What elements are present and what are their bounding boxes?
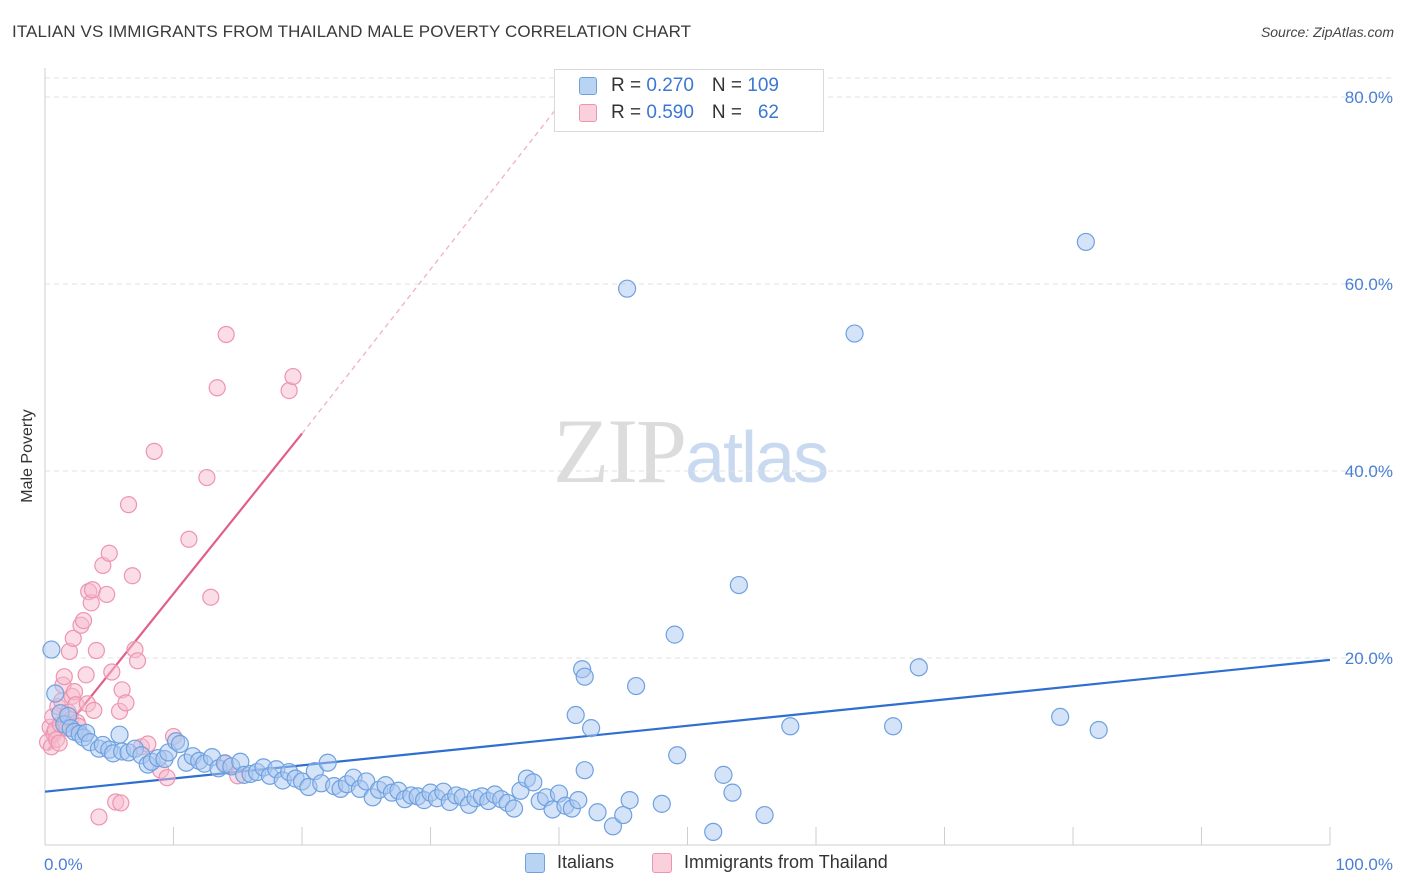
thailand-legend-swatch bbox=[652, 852, 672, 873]
thailand-trend-extension bbox=[301, 96, 566, 435]
italians-point-101 bbox=[781, 717, 800, 736]
watermark-atlas: atlas bbox=[685, 418, 829, 498]
italians-point-102 bbox=[883, 717, 903, 736]
watermark-zip: ZIP bbox=[553, 400, 687, 502]
italians-point-91 bbox=[588, 803, 607, 822]
thailand-r-value: 0.590 bbox=[646, 102, 694, 123]
legend-row-thailand: R = 0.590 N = 62 bbox=[579, 102, 779, 124]
italians-point-88 bbox=[569, 791, 588, 810]
y-tick-label-60: 60.0% bbox=[1345, 275, 1393, 294]
italians-points bbox=[42, 232, 1108, 842]
italians-point-1 bbox=[46, 684, 65, 703]
italians-point-100 bbox=[729, 575, 749, 595]
italians-point-94 bbox=[620, 791, 639, 810]
thailand-point-43 bbox=[123, 567, 141, 585]
italians-point-93 bbox=[614, 805, 633, 825]
y-tick-label-20: 20.0% bbox=[1345, 649, 1393, 668]
thailand-point-42 bbox=[119, 496, 138, 514]
thailand-point-31 bbox=[85, 701, 103, 719]
italians-point-97 bbox=[704, 822, 723, 842]
thailand-point-12 bbox=[55, 668, 73, 686]
source-label: Source: ZipAtlas.com bbox=[1260, 24, 1394, 40]
gridlines bbox=[45, 77, 1395, 659]
italians-point-106 bbox=[618, 279, 637, 298]
thailand-point-45 bbox=[128, 652, 147, 670]
italians-point-92 bbox=[603, 817, 623, 836]
thailand-point-33 bbox=[90, 808, 108, 826]
series-legend: Italians Immigrants from Thailand bbox=[0, 852, 1406, 876]
italians-point-114 bbox=[755, 805, 774, 825]
italians-point-99 bbox=[723, 783, 742, 802]
thailand-r-label: R = bbox=[611, 102, 647, 123]
thailand-point-60 bbox=[284, 367, 302, 386]
italians-point-90 bbox=[582, 719, 601, 738]
tick-labels: 20.0% 40.0% 60.0% 80.0% 0.0% 100.0% bbox=[44, 88, 1393, 874]
legend-row-italians: R = 0.270 N = 109 bbox=[579, 75, 779, 97]
trend-lines bbox=[44, 96, 1331, 793]
italians-point-113 bbox=[665, 625, 684, 644]
thailand-point-8 bbox=[50, 734, 68, 752]
thailand-point-50 bbox=[158, 769, 176, 787]
thailand-point-26 bbox=[77, 666, 95, 684]
y-tick-label-80: 80.0% bbox=[1345, 88, 1393, 107]
thailand-point-61 bbox=[112, 794, 130, 812]
italians-point-15 bbox=[110, 725, 129, 744]
italians-point-96 bbox=[668, 746, 687, 765]
italians-swatch bbox=[579, 77, 597, 95]
x-tick-label-100: 100.0% bbox=[1335, 855, 1393, 874]
italians-point-0 bbox=[42, 640, 61, 659]
italians-r-label: R = bbox=[611, 75, 647, 96]
thailand-point-52 bbox=[180, 530, 198, 548]
thailand-point-35 bbox=[98, 585, 116, 604]
italians-point-110 bbox=[575, 667, 594, 686]
italians-point-26 bbox=[170, 734, 190, 754]
axes bbox=[44, 68, 1331, 846]
italians-legend-swatch bbox=[525, 852, 545, 873]
y-tick-label-40: 40.0% bbox=[1345, 462, 1393, 481]
thailand-n-label: N = bbox=[711, 102, 748, 123]
italians-r-value: 0.270 bbox=[646, 75, 694, 96]
italians-point-95 bbox=[652, 794, 671, 813]
legend-item-italians[interactable]: Italians bbox=[525, 852, 614, 873]
italians-point-107 bbox=[845, 324, 864, 343]
thailand-point-37 bbox=[103, 663, 121, 681]
italians-point-112 bbox=[566, 705, 585, 725]
italians-point-111 bbox=[626, 676, 646, 696]
italians-point-108 bbox=[1076, 232, 1095, 252]
thailand-n-value: 62 bbox=[747, 102, 779, 123]
thailand-legend-label: Immigrants from Thailand bbox=[684, 852, 888, 872]
thailand-point-53 bbox=[198, 468, 216, 487]
italians-point-105 bbox=[1089, 720, 1108, 740]
thailand-point-56 bbox=[217, 325, 235, 344]
italians-legend-label: Italians bbox=[557, 852, 615, 872]
italians-point-81 bbox=[524, 773, 543, 792]
thailand-point-32 bbox=[87, 641, 106, 660]
italians-point-89 bbox=[575, 761, 594, 780]
watermark: ZIPatlas bbox=[553, 398, 829, 504]
x-tick-label-0: 0.0% bbox=[44, 855, 83, 874]
thailand-point-19 bbox=[64, 629, 82, 647]
correlation-legend: R = 0.270 N = 109 R = 0.590 N = 62 bbox=[554, 69, 824, 132]
thailand-point-25 bbox=[74, 611, 93, 630]
thailand-swatch bbox=[579, 104, 597, 122]
chart-title: ITALIAN VS IMMIGRANTS FROM THAILAND MALE… bbox=[12, 22, 692, 41]
italians-n-value: 109 bbox=[747, 75, 779, 96]
italians-point-49 bbox=[318, 753, 337, 772]
italians-point-98 bbox=[714, 765, 733, 784]
italians-point-103 bbox=[909, 658, 928, 677]
thailand-point-41 bbox=[117, 694, 135, 712]
thailand-point-48 bbox=[145, 442, 163, 460]
italians-n-label: N = bbox=[711, 75, 748, 96]
italians-point-78 bbox=[504, 799, 524, 818]
thailand-point-55 bbox=[208, 379, 226, 397]
thailand-point-36 bbox=[100, 544, 118, 562]
legend-item-thailand[interactable]: Immigrants from Thailand bbox=[652, 852, 888, 873]
thailand-point-54 bbox=[202, 588, 220, 606]
thailand-point-59 bbox=[280, 381, 298, 400]
italians-point-104 bbox=[1051, 707, 1070, 727]
italians-point-55 bbox=[357, 772, 376, 791]
